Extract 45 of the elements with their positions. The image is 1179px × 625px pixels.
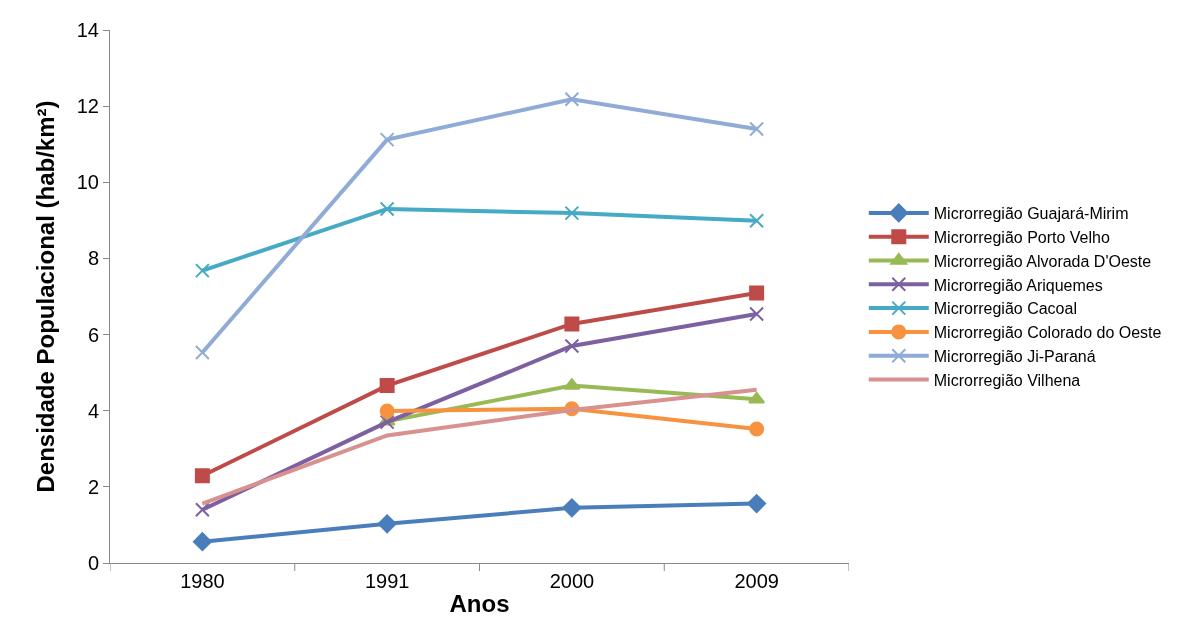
legend-label: Microrregião Vilhena <box>933 371 1081 389</box>
y-axis-title: Densidade Populacional (hab/km²) <box>31 100 59 493</box>
legend-label: Microrregião Alvorada D'Oeste <box>933 252 1152 270</box>
point <box>749 306 765 322</box>
point <box>749 213 765 229</box>
legend-label: Microrregião Ariquemes <box>933 276 1103 294</box>
point <box>192 532 212 552</box>
x-tick-label: 1991 <box>364 570 410 592</box>
y-tick-label: 2 <box>87 475 99 498</box>
point <box>194 468 210 484</box>
point <box>564 338 580 354</box>
x-tick-label: 2000 <box>549 570 595 592</box>
x-tick-label: 2009 <box>734 570 779 592</box>
point <box>379 378 395 394</box>
legend-label: Microrregião Porto Velho <box>933 228 1110 246</box>
point <box>377 514 397 534</box>
point <box>194 502 210 518</box>
y-tick-label: 4 <box>87 399 99 422</box>
point <box>564 316 580 332</box>
point <box>747 494 767 514</box>
point <box>194 263 210 279</box>
legend-label: Microrregião Ji-Paraná <box>933 347 1096 365</box>
x-axis-title: Anos <box>449 590 510 618</box>
point <box>749 121 765 137</box>
point <box>379 201 395 217</box>
legend-label: Microrregião Cacoal <box>933 300 1077 318</box>
point <box>749 285 765 301</box>
y-tick-label: 6 <box>87 323 99 346</box>
y-tick-label: 14 <box>76 19 99 41</box>
y-tick-label: 8 <box>87 247 99 270</box>
y-tick-label: 10 <box>76 171 99 194</box>
point <box>379 414 395 430</box>
x-tick-label: 1980 <box>180 570 225 592</box>
y-tick-label: 0 <box>87 552 99 574</box>
point <box>379 403 395 419</box>
point <box>748 391 766 404</box>
point <box>564 91 580 107</box>
point <box>379 132 395 148</box>
y-tick-label: 12 <box>76 95 99 118</box>
legend-label: Microrregião Guajará-Mirim <box>933 205 1129 223</box>
point <box>562 498 582 518</box>
point <box>749 421 765 437</box>
point <box>194 344 210 360</box>
point <box>564 205 580 221</box>
legend-label: Microrregião Colorado do Oeste <box>933 324 1162 342</box>
